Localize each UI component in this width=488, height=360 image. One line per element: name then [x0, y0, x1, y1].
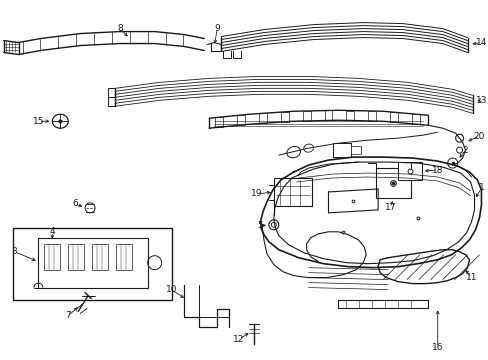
- Bar: [324, 111, 332, 121]
- Text: 14: 14: [475, 38, 486, 47]
- Text: 4: 4: [49, 227, 55, 236]
- Text: 15: 15: [33, 117, 44, 126]
- Bar: [259, 113, 266, 123]
- Text: 1: 1: [478, 184, 483, 193]
- Bar: [350, 146, 361, 154]
- Bar: [92, 244, 108, 270]
- Bar: [397, 162, 421, 180]
- Text: 8: 8: [117, 24, 122, 33]
- Bar: [13, 228, 171, 300]
- Bar: [237, 115, 244, 125]
- Bar: [215, 117, 223, 127]
- Text: 7: 7: [65, 311, 71, 320]
- Bar: [44, 244, 60, 270]
- Bar: [411, 114, 419, 124]
- Text: 9: 9: [214, 24, 220, 33]
- Text: 17: 17: [385, 203, 396, 212]
- Bar: [389, 112, 397, 122]
- Text: 3: 3: [12, 247, 18, 256]
- Bar: [39, 238, 147, 288]
- Text: 16: 16: [431, 343, 443, 352]
- Bar: [116, 244, 132, 270]
- Text: 20: 20: [473, 132, 484, 141]
- Text: 11: 11: [465, 273, 476, 282]
- Text: 6: 6: [72, 199, 78, 208]
- Bar: [333, 143, 350, 157]
- Bar: [280, 112, 288, 122]
- Bar: [346, 111, 354, 121]
- Text: 2: 2: [462, 145, 468, 154]
- Text: 19: 19: [251, 189, 262, 198]
- Bar: [367, 111, 375, 121]
- Bar: [273, 178, 311, 206]
- Text: 13: 13: [475, 96, 486, 105]
- Text: 18: 18: [431, 166, 443, 175]
- Text: 5: 5: [257, 221, 262, 230]
- Text: 12: 12: [233, 335, 244, 344]
- Text: 10: 10: [165, 285, 177, 294]
- Bar: [302, 111, 310, 121]
- Bar: [375, 168, 410, 198]
- Bar: [68, 244, 84, 270]
